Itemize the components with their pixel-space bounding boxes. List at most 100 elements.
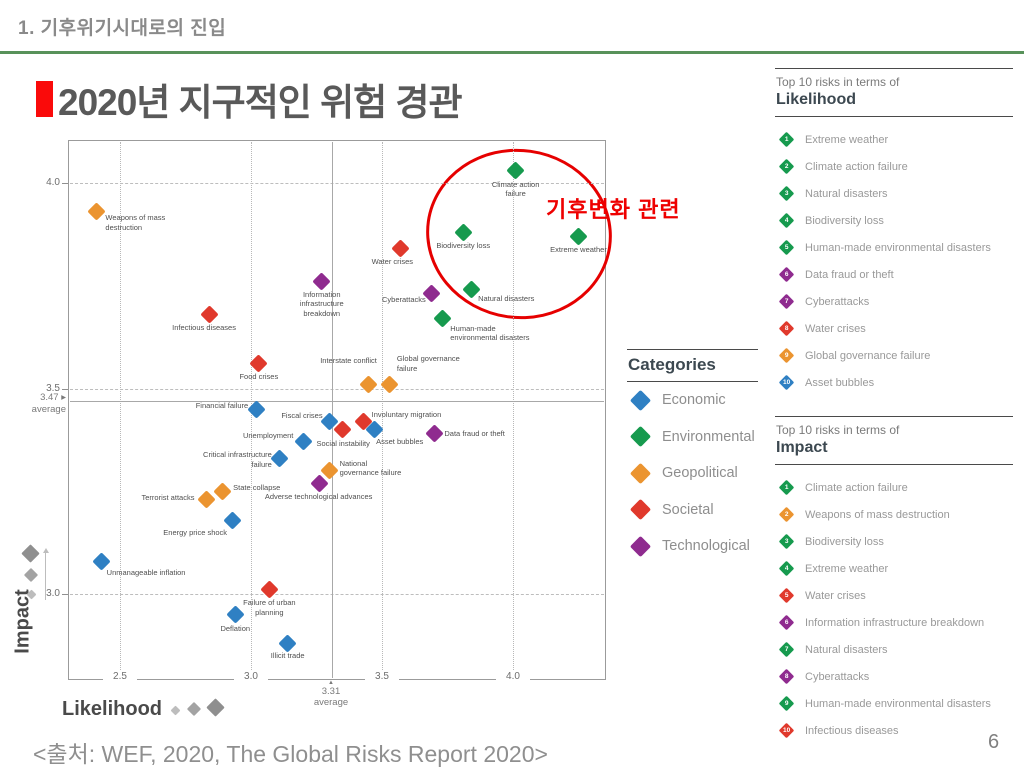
top10-item-extreme-weather: 1 Extreme weather <box>775 126 1013 153</box>
technological-diamond-icon <box>629 535 652 557</box>
y-tick-mark <box>62 183 68 184</box>
legend-item-geopolitical: Geopolitical <box>627 455 758 492</box>
legend-divider <box>627 381 758 382</box>
top10-item-label: Extreme weather <box>805 133 889 146</box>
top10-item-label: Water crises <box>805 589 866 602</box>
top10-item-label: Global governance failure <box>805 349 931 362</box>
y-gridline-3.5 <box>70 388 604 390</box>
legend-item-label: Societal <box>662 501 714 518</box>
risk-label-human-made-environmental-disasters: Human-made environmental disasters <box>450 323 530 343</box>
legend-item-societal: Societal <box>627 492 758 529</box>
likelihood-scale-diamond-icon <box>186 701 202 717</box>
economic-diamond-icon <box>629 389 652 411</box>
risk-label-terrorist-attacks: Terrorist attacks <box>141 493 195 503</box>
rank-diamond-icon: 8 <box>778 668 795 685</box>
rank-diamond-icon: 7 <box>778 641 795 658</box>
legend-divider <box>627 349 758 350</box>
top10-item-weapons-of-mass-destruction: 2 Weapons of mass destruction <box>775 501 1013 528</box>
rank-diamond-icon: 4 <box>778 212 795 229</box>
slide-header: 1. 기후위기시대로의 진입 <box>18 18 227 39</box>
top10-item-label: Natural disasters <box>805 187 888 200</box>
rank-diamond-icon: 10 <box>778 722 795 739</box>
rank-diamond-icon: 2 <box>778 158 795 175</box>
top10-item-biodiversity-loss: 3 Biodiversity loss <box>775 528 1013 555</box>
y-tick-label: 3.5 <box>46 382 60 394</box>
x-tick-label: 2.5 <box>103 671 137 682</box>
risk-label-interstate-conflict: Interstate conflict <box>320 356 377 366</box>
legend-item-label: Environmental <box>662 428 755 445</box>
risk-label-fiscal-crises: Fiscal crises <box>281 411 323 421</box>
top10-item-label: Extreme weather <box>805 562 889 575</box>
top10-item-global-governance-failure: 9 Global governance failure <box>775 342 1013 369</box>
top10-item-label: Biodiversity loss <box>805 214 884 227</box>
top10-item-cyberattacks: 7 Cyberattacks <box>775 288 1013 315</box>
risk-label-unmanageable-inflation: Unmanageable inflation <box>106 568 186 578</box>
risk-label-weapons-of-mass-destruction: Weapons of mass destruction <box>105 212 166 232</box>
societal-diamond-icon <box>629 499 652 521</box>
y-gridline-4.0 <box>70 183 604 184</box>
risk-label-information-infrastructure-breakdown: Information infrastructure breakdown <box>299 289 344 319</box>
rank-diamond-icon: 7 <box>778 293 795 310</box>
legend-item-economic: Economic <box>627 382 758 419</box>
legend-item-environmental: Environmental <box>627 419 758 456</box>
page-title: 2020년 지구적인 위험 경관 <box>58 82 463 123</box>
top10-impact-list: 1 Climate action failure 2 Weapons of mass … <box>775 474 1013 744</box>
y-gridline-3.0 <box>70 594 604 595</box>
top10-item-label: Climate action failure <box>805 481 908 494</box>
risk-label-financial-failure: Financial failure <box>195 401 249 411</box>
average-marker-icon: ▲ <box>328 680 334 686</box>
panel-divider <box>775 464 1013 465</box>
top10-item-label: Cyberattacks <box>805 295 870 308</box>
top10-item-water-crises: 5 Water crises <box>775 582 1013 609</box>
top10-item-data-fraud-or-theft: 6 Data fraud or theft <box>775 261 1013 288</box>
risk-label-natural-disasters: Natural disasters <box>478 293 535 303</box>
risk-label-unemployment: Unemployment <box>242 430 294 440</box>
panel-divider <box>775 116 1013 117</box>
risk-label-national-governance-failure: National governance failure <box>339 458 402 478</box>
risk-label-climate-action-failure: Climate action failure <box>491 179 540 199</box>
panel-kicker: Top 10 risks in terms of <box>776 423 900 437</box>
likelihood-scale-diamond-icon <box>170 705 181 716</box>
top10-item-water-crises: 8 Water crises <box>775 315 1013 342</box>
legend-item-label: Economic <box>662 392 726 409</box>
rank-diamond-icon: 9 <box>778 695 795 712</box>
x-average-line <box>332 142 334 678</box>
x-gridline-3.5 <box>382 142 383 678</box>
top10-item-information-infrastructure-breakdown: 6 Information infrastructure breakdown <box>775 609 1013 636</box>
panel-divider <box>775 416 1013 417</box>
top10-item-climate-action-failure: 1 Climate action failure <box>775 474 1013 501</box>
top10-item-label: Water crises <box>805 322 866 335</box>
climate-annotation: 기후변화 관련 <box>546 197 681 222</box>
rank-diamond-icon: 2 <box>778 506 795 523</box>
legend-item-technological: Technological <box>627 528 758 565</box>
risk-label-biodiversity-loss: Biodiversity loss <box>436 241 491 251</box>
risk-label-extreme-weather: Extreme weather <box>550 245 607 255</box>
risk-label-illicit-trade: Illicit trade <box>270 651 305 661</box>
top10-item-infectious-diseases: 10 Infectious diseases <box>775 717 1013 744</box>
top10-item-label: Human-made environmental disasters <box>805 697 991 710</box>
geopolitical-diamond-icon <box>629 462 652 484</box>
title-bullet-icon <box>36 81 53 117</box>
top10-item-label: Weapons of mass destruction <box>805 508 950 521</box>
risk-label-adverse-technological-advances: Adverse technological advances <box>264 492 373 502</box>
panel-kicker: Top 10 risks in terms of <box>776 75 900 89</box>
legend-items: Economic Environmental Geopolitical Societa… <box>627 382 758 565</box>
risk-label-social-instability: Social instability <box>316 438 370 448</box>
page-number: 6 <box>988 731 1000 753</box>
top10-item-natural-disasters: 3 Natural disasters <box>775 180 1013 207</box>
x-gridline-2.5 <box>120 142 121 678</box>
top10-item-asset-bubbles: 10 Asset bubbles <box>775 369 1013 396</box>
plot-area <box>68 140 606 680</box>
rank-diamond-icon: 1 <box>778 479 795 496</box>
top10-item-label: Data fraud or theft <box>805 268 894 281</box>
legend-title: Categories <box>628 355 716 374</box>
risk-label-involuntary-migration: Involuntary migration <box>371 410 442 420</box>
risk-label-food-crises: Food crises <box>239 371 279 381</box>
top10-item-biodiversity-loss: 4 Biodiversity loss <box>775 207 1013 234</box>
rank-diamond-icon: 9 <box>778 347 795 364</box>
top10-item-label: Human-made environmental disasters <box>805 241 991 254</box>
top10-likelihood-panel: Top 10 risks in terms of Likelihood 1 Ext… <box>775 68 1013 396</box>
y-average-line <box>70 400 604 402</box>
panel-title: Impact <box>776 439 828 456</box>
